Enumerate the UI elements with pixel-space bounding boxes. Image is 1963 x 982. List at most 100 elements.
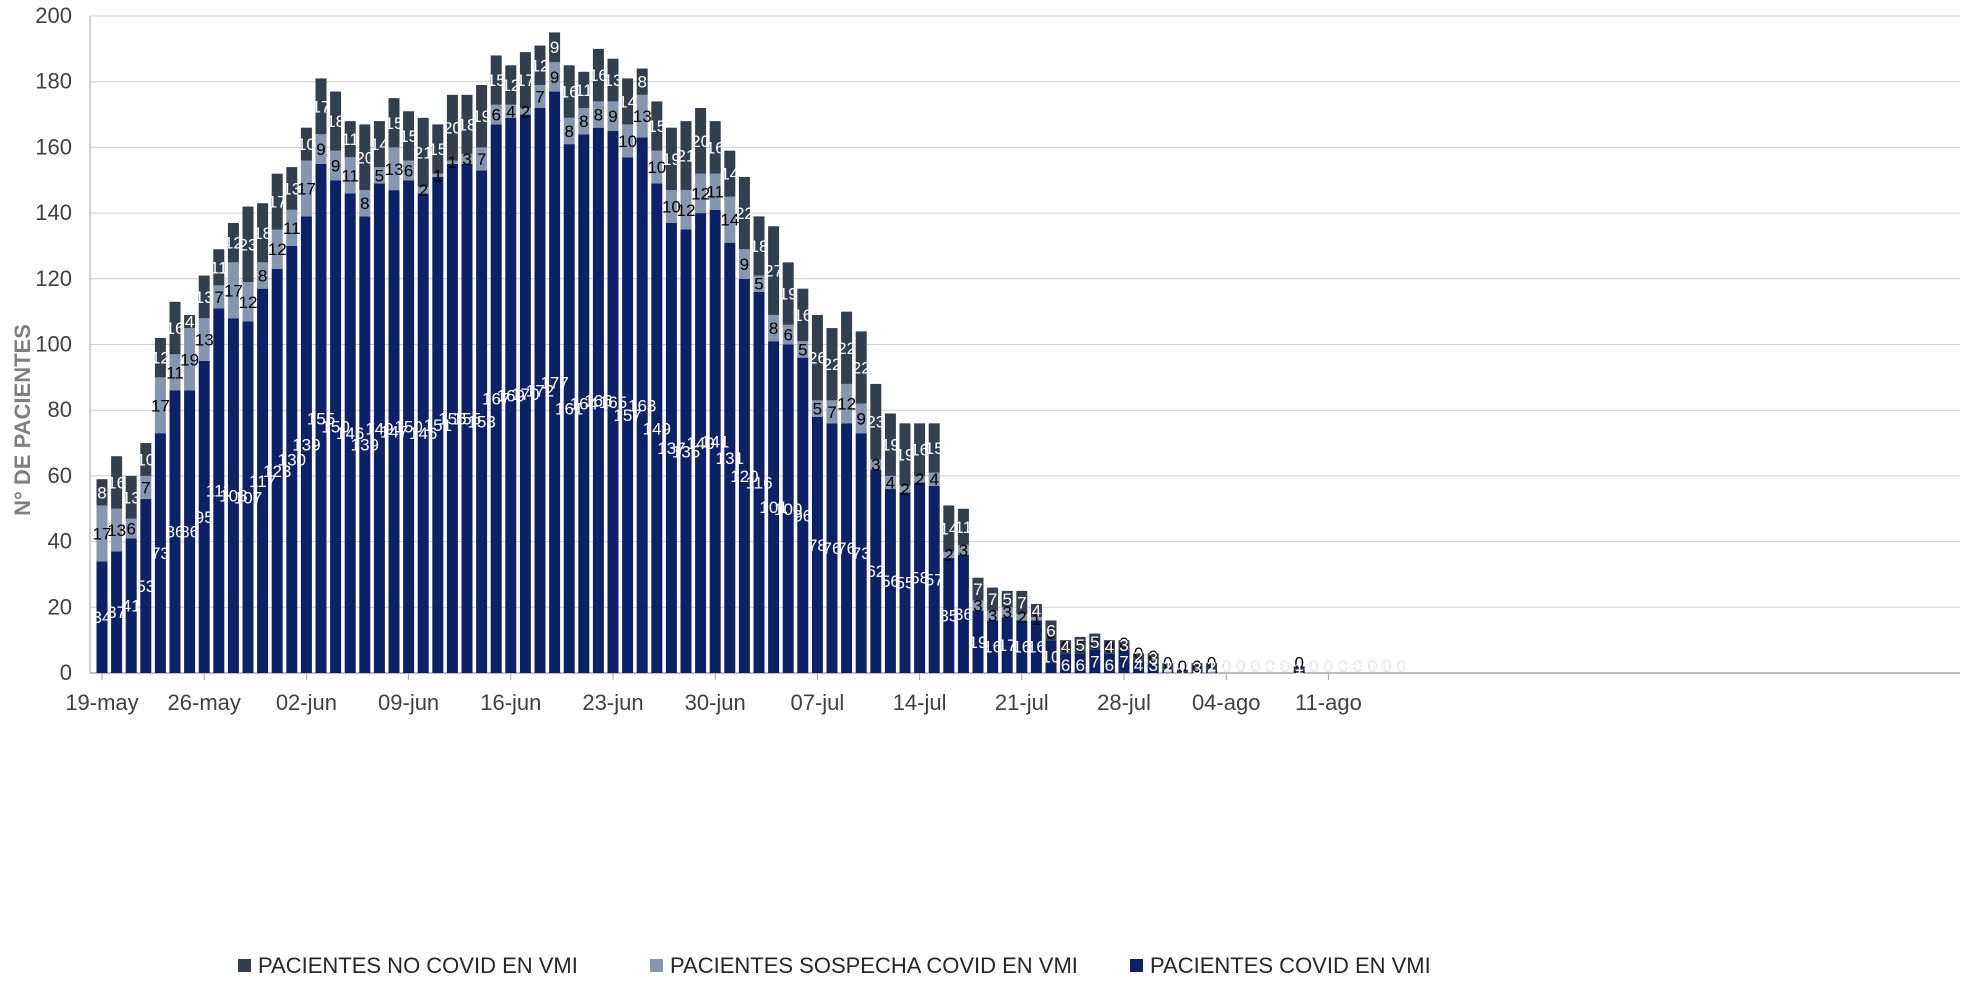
bar-no_covid (607, 58, 619, 102)
data-label-covid: 4 (1134, 656, 1143, 675)
data-label-sospecha: 7 (477, 150, 486, 169)
bar-sospecha (388, 147, 400, 191)
x-tick-label: 19-may (65, 690, 138, 715)
data-label-sospecha: 13 (385, 160, 404, 179)
bar-no_covid (1030, 604, 1042, 618)
bar-covid (1074, 653, 1086, 673)
bar-covid (1103, 653, 1115, 673)
data-label-covid: 123 (263, 462, 291, 481)
bar-no_covid (446, 94, 458, 161)
bar-sospecha (578, 107, 590, 135)
data-label-sospecha: 8 (564, 122, 573, 141)
bar-sospecha (709, 173, 721, 210)
data-label-covid: 1 (1163, 656, 1172, 675)
data-label-covid: 172 (526, 381, 554, 400)
bar-sospecha (987, 610, 999, 621)
bar-covid (607, 130, 619, 674)
bar-no_covid (198, 275, 210, 319)
data-label-covid: 150 (394, 418, 422, 437)
data-label-sospecha: 8 (360, 194, 369, 213)
bar-no_covid (125, 475, 137, 519)
bar-sospecha (972, 600, 984, 611)
bar-covid (899, 492, 911, 673)
bar-no_covid (987, 587, 999, 611)
bar-sospecha (96, 505, 108, 562)
bar-sospecha (738, 249, 750, 279)
bar-sospecha (257, 262, 269, 289)
data-label-sospecha: 0 (1119, 634, 1128, 653)
bar-covid (373, 183, 385, 673)
bar-sospecha (768, 314, 780, 342)
bar-covid (870, 469, 882, 673)
data-label-sospecha: 10 (662, 198, 681, 217)
bar-covid (1030, 620, 1042, 673)
data-label-sospecha: 8 (594, 106, 603, 125)
bar-no_covid (519, 52, 531, 108)
data-label-sospecha: 6 (783, 326, 792, 345)
data-label-sospecha: 0 (1075, 637, 1084, 656)
bar-no_covid (330, 91, 342, 151)
data-label-sospecha: 0 (1236, 657, 1245, 676)
data-label-sospecha: 9 (550, 68, 559, 87)
bar-sospecha (782, 324, 794, 345)
bar-sospecha (534, 84, 546, 108)
data-label-sospecha: 9 (608, 107, 617, 126)
bar-covid (1045, 640, 1057, 673)
data-label-covid: 56 (881, 572, 900, 591)
data-label-no_covid: 18 (458, 115, 477, 134)
data-label-no_covid: 10 (297, 135, 316, 154)
y-tick-label: 120 (35, 266, 72, 291)
bar-sospecha (870, 459, 882, 470)
bar-no_covid (461, 94, 473, 154)
bar-no_covid (943, 505, 955, 552)
bar-no_covid (140, 443, 152, 476)
data-label-covid: 155 (307, 409, 335, 428)
bar-covid (1206, 669, 1218, 673)
bar-no_covid (403, 111, 415, 161)
bar-covid (549, 91, 561, 674)
bar-no_covid (724, 150, 736, 197)
bar-sospecha (680, 190, 692, 230)
data-label-covid: 153 (467, 413, 495, 432)
data-label-covid: 107 (234, 488, 262, 507)
bar-no_covid (695, 107, 707, 174)
data-label-no_covid: 20 (691, 132, 710, 151)
data-label-sospecha: 11 (341, 166, 359, 185)
data-label-sospecha: 0 (1265, 657, 1274, 676)
y-tick-label: 80 (48, 397, 72, 422)
data-label-sospecha: 7 (214, 288, 223, 307)
data-label-covid: 6 (1105, 656, 1114, 675)
bar-sospecha (592, 101, 604, 128)
data-label-sospecha: 13 (633, 107, 652, 126)
data-label-sospecha: 6 (491, 106, 500, 125)
bar-covid (417, 193, 429, 673)
data-label-covid: 16 (983, 638, 1002, 657)
bar-covid (96, 561, 108, 673)
bar-no_covid (753, 216, 765, 276)
bar-no_covid (169, 301, 181, 355)
bars (96, 32, 1305, 674)
data-label-covid: 0 (1397, 656, 1406, 675)
data-label-no_covid: 15 (385, 114, 404, 133)
bar-covid (753, 291, 765, 673)
bar-covid (1162, 669, 1174, 673)
y-tick-label: 180 (35, 69, 72, 94)
bar-sospecha (622, 124, 634, 158)
x-tick-label: 09-jun (378, 690, 439, 715)
x-tick-label: 26-may (168, 690, 241, 715)
data-label-no_covid: 15 (428, 140, 447, 159)
data-label-covid: 131 (716, 449, 744, 468)
data-label-covid: 3 (1148, 656, 1157, 675)
bar-sospecha (359, 190, 371, 217)
bar-no_covid (1045, 620, 1057, 641)
data-label-no_covid: 6 (1046, 621, 1055, 640)
legend-label-covid: PACIENTES COVID EN VMI (1150, 953, 1431, 978)
data-label-sospecha: 4 (506, 102, 515, 121)
legend: PACIENTES NO COVID EN VMI PACIENTES SOSPE… (238, 953, 1431, 978)
data-label-covid: 166 (584, 391, 612, 410)
data-label-covid: 0 (1280, 656, 1289, 675)
data-label-no_covid: 0 (1236, 657, 1245, 676)
data-label-sospecha: 5 (375, 166, 384, 185)
bar-no_covid (914, 423, 926, 476)
data-label-no_covid: 19 (896, 446, 915, 465)
